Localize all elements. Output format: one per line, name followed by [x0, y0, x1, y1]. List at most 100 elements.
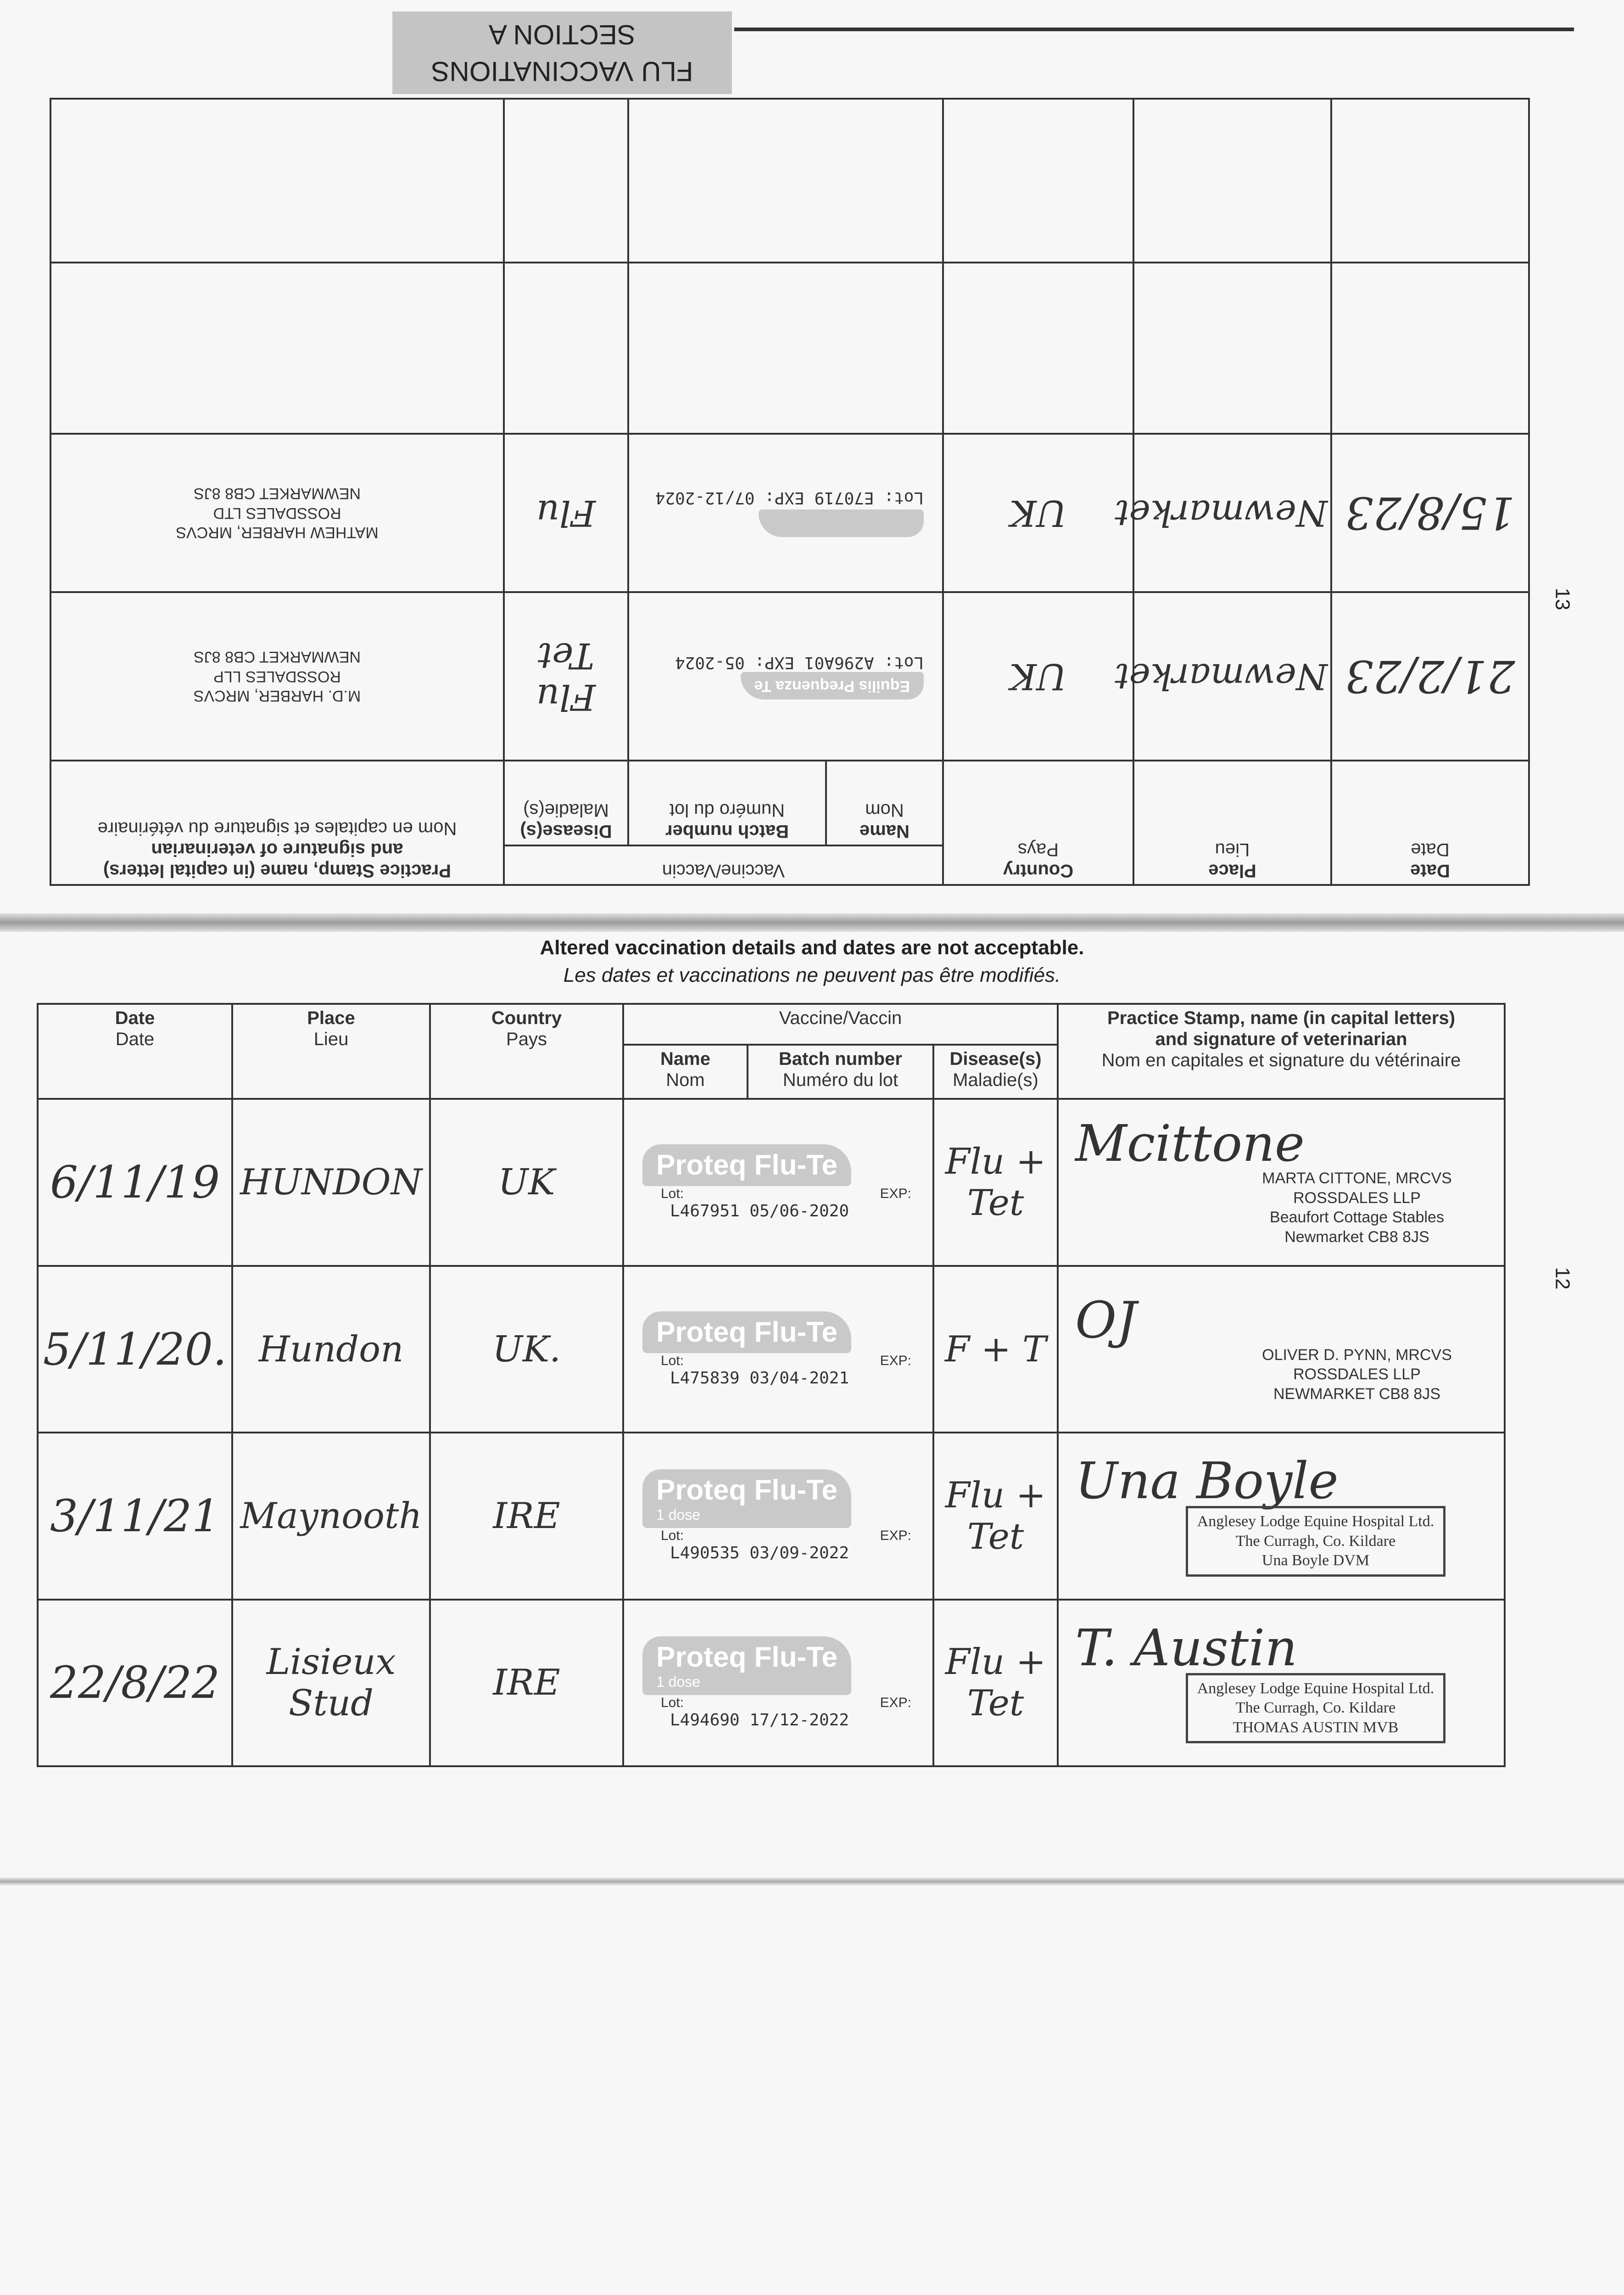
vaccine-product: Flu-Te — [754, 1149, 837, 1181]
stamp-box: Anglesey Lodge Equine Hospital Ltd. The C… — [1185, 1673, 1446, 1744]
stamp-line: The Curragh, Co. Kildare — [1235, 1699, 1396, 1717]
exp-date: 05-2024 — [675, 653, 745, 672]
stamp-line: NEWMARKET CB8 8JS — [194, 648, 361, 666]
vaccine-brand: Proteq — [656, 1149, 747, 1181]
header-vaccine: Vaccine/Vaccin — [504, 845, 943, 885]
header-stamp-label: and signature of veterinarian — [151, 840, 403, 860]
vaccine-label-cell: Proteq Flu-Te Lot: EXP: L467951 05/06-2020 — [622, 1098, 934, 1267]
header-disease: Disease(s) Maladie(s) — [504, 761, 628, 845]
section-title-box: FLU VACCINATIONS SECTION A — [392, 11, 732, 94]
stamp-line: M.D. HARBER, MRCVS — [193, 687, 361, 705]
header-row: Date Date Place Lieu Country Pays Vaccine/Vacc… — [50, 761, 1529, 885]
exp-label: EXP: — [765, 488, 804, 508]
header-place-label: Lieu — [313, 1029, 349, 1049]
date-cell: 22/8/22 — [37, 1598, 233, 1768]
header-stamp-label: Practice Stamp, name (in capital letters… — [1107, 1008, 1456, 1028]
upper-top-rule — [734, 28, 1574, 31]
vaccine-label-cell: Proteq Flu-Te Lot: EXP: L475839 03/04-2021 — [622, 1265, 934, 1434]
table-row — [50, 99, 1529, 263]
header-country: Country Pays — [943, 761, 1133, 885]
header-stamp: Practice Stamp, name (in capital letters… — [50, 761, 504, 885]
header-stamp-label: Nom en capitales et signature du vétérin… — [1101, 1050, 1461, 1070]
header-stamp-label: Practice Stamp, name (in capital letters… — [103, 861, 452, 881]
country-cell: UK — [429, 1098, 624, 1267]
vaccine-label-cell: Proteq Flu-Te 1 dose Lot: EXP: L494690 17/12… — [622, 1598, 934, 1768]
stamp-cell: M.D. HARBER, MRCVS ROSSDALES LLP NEWMARKET… — [50, 592, 504, 761]
vaccine-brand: Proteq — [656, 1641, 747, 1673]
header-place-label: Lieu — [1215, 840, 1250, 860]
vaccine-label: Proteq Flu-Te 1 dose — [642, 1636, 851, 1695]
empty-cell — [943, 263, 1133, 434]
exp-label: EXP: — [880, 1528, 911, 1544]
empty-cell — [50, 263, 504, 434]
header-subrow: Name Nom Batch number Numéro du lot Disease(… — [38, 1043, 1505, 1100]
country-cell: IRE — [429, 1432, 624, 1601]
veterinarian-signature: Una Boyle — [1075, 1451, 1339, 1511]
disease-cell: Flu — [504, 434, 628, 592]
header-country-label: Pays — [1018, 840, 1059, 860]
disease-cell: Flu + Tet — [932, 1598, 1059, 1768]
header-stamp-label: and signature of veterinarian — [1155, 1029, 1407, 1049]
lot-line: L467951 05/06-2020 — [642, 1202, 930, 1220]
vaccine-label-cell: Equilis Prequenza Te Lot: A296A01 EXP: 05… — [628, 592, 943, 761]
header-stamp: Practice Stamp, name (in capital letters… — [1057, 1002, 1506, 1100]
empty-cell — [943, 99, 1133, 263]
disease-cell: Flu + Tet — [932, 1432, 1059, 1601]
empty-cell — [1133, 263, 1331, 434]
lower-vaccination-table: Date Date Place Lieu Country Pays Vaccine/Vacc… — [37, 1002, 1506, 1768]
stamp-line: NEWMARKET CB8 8JS — [194, 485, 361, 503]
stamp-line: THOMAS AUSTIN MVB — [1233, 1718, 1399, 1736]
stamp-line: ROSSDALES LLP — [1293, 1189, 1421, 1207]
vaccine-label: Proteq Flu-Te 1 dose — [642, 1469, 851, 1528]
lot-number: L494690 — [670, 1710, 740, 1730]
header-name-label: Nom — [865, 800, 904, 820]
notice-french: Les dates et vaccinations ne peuvent pas… — [563, 964, 1061, 986]
section-subtitle: SECTION A — [488, 19, 636, 50]
stamp-line: ROSSDALES LLP — [213, 667, 341, 685]
empty-cell — [504, 99, 628, 263]
exp-date: 17/12-2022 — [749, 1710, 849, 1730]
veterinarian-signature: Mcittone — [1075, 1114, 1305, 1173]
date-cell: 15/8/23 — [1331, 434, 1529, 592]
stamp-cell: Una Boyle Anglesey Lodge Equine Hospital … — [1057, 1432, 1506, 1601]
table-row: 3/11/21 Maynooth IRE Proteq Flu-Te 1 dose Lot… — [37, 1432, 1506, 1601]
lot-label: Lot: — [661, 1528, 684, 1544]
place-cell: Newmarket — [1115, 592, 1331, 761]
bottom-fold — [0, 1877, 1624, 1886]
header-stamp-label: Nom en capitales et signature du vétérin… — [97, 818, 457, 839]
empty-cell — [504, 263, 628, 434]
disease-cell: Flu + Tet — [932, 1098, 1059, 1267]
practice-stamp: MARTA CITTONE, MRCVS ROSSDALES LLP Beaufor… — [1213, 1169, 1501, 1247]
empty-cell — [628, 99, 943, 263]
header-country-label: Pays — [506, 1029, 547, 1049]
header-country: Country Pays — [429, 1002, 624, 1100]
lot-line: L494690 17/12-2022 — [642, 1711, 930, 1730]
disease-cell: Flu Tet — [504, 592, 628, 761]
lot-exp-labels: Lot: EXP: — [642, 1353, 930, 1369]
exp-label: EXP: — [880, 1695, 911, 1710]
lot-label: Lot: — [661, 1186, 684, 1202]
header-name-label: Name — [660, 1048, 710, 1069]
stamp-line: Anglesey Lodge Equine Hospital Ltd. — [1197, 1513, 1434, 1530]
stamp-cell: OJ OLIVER D. PYNN, MRCVS ROSSDALES LLP NEWM… — [1057, 1265, 1506, 1434]
table-row: 5/11/20. Hundon UK. Proteq Flu-Te Lot: EXP: L4… — [37, 1265, 1506, 1434]
empty-cell — [50, 99, 504, 263]
vaccine-label-cell: Proteq Flu-Te 1 dose Lot: EXP: L490535 03/09… — [622, 1432, 934, 1601]
header-disease-label: Maladie(s) — [523, 800, 609, 820]
place-cell: Hundon — [231, 1265, 431, 1434]
lot-label: Lot: — [884, 488, 924, 508]
stamp-line: Anglesey Lodge Equine Hospital Ltd. — [1197, 1679, 1434, 1697]
country-cell: IRE — [429, 1598, 624, 1768]
table-row: 6/11/19 HUNDON UK Proteq Flu-Te Lot: EXP: L467… — [37, 1098, 1506, 1267]
stamp-line: ROSSDALES LTD — [213, 504, 341, 522]
vaccine-label-cell: Lot: E70719 EXP: 07/12-2024 — [628, 434, 943, 592]
stamp-line: OLIVER D. PYNN, MRCVS — [1262, 1346, 1452, 1364]
header-batch-label: Batch number — [779, 1048, 902, 1069]
header-disease: Disease(s) Maladie(s) — [932, 1043, 1059, 1100]
vaccine-label — [759, 509, 924, 537]
stamp-line: NEWMARKET CB8 8JS — [1273, 1385, 1440, 1403]
lot-exp-labels: Lot: EXP: — [642, 1186, 930, 1202]
date-cell: 21/2/23 — [1331, 592, 1529, 761]
lot-line: L490535 03/09-2022 — [642, 1544, 930, 1562]
vaccine-product: Flu-Te — [754, 1316, 837, 1348]
